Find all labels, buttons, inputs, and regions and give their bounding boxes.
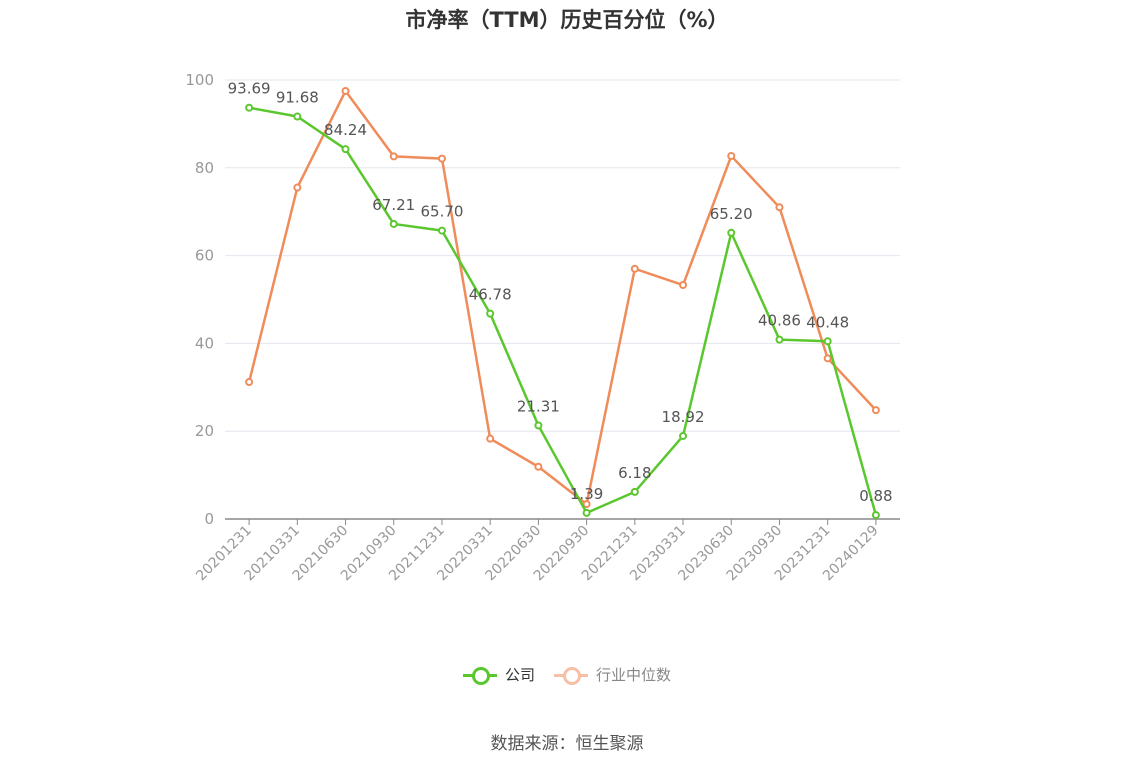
data-point-industry-median xyxy=(582,500,591,509)
series-layer xyxy=(245,86,880,520)
y-tick-label: 40 xyxy=(195,334,214,352)
data-point-company xyxy=(871,511,880,520)
data-point-industry-median xyxy=(630,264,639,273)
legend-company-marker-icon xyxy=(463,665,497,685)
data-point-company xyxy=(245,103,254,112)
y-tick-label: 100 xyxy=(185,71,214,89)
data-point-industry-median xyxy=(679,281,688,290)
data-point-industry-median xyxy=(871,406,880,415)
data-label: 40.86 xyxy=(758,312,801,330)
y-tick-label: 80 xyxy=(195,159,214,177)
data-point-industry-median xyxy=(389,152,398,161)
data-label: 1.39 xyxy=(570,485,603,503)
series-line-industry-median xyxy=(247,89,877,506)
data-label: 65.20 xyxy=(710,205,753,223)
label-layer: 93.69 91.68 84.24 67.21 65.70 46.78 21.31 1.39 6… xyxy=(228,80,893,505)
data-label: 46.78 xyxy=(469,286,512,304)
data-label: 67.21 xyxy=(372,196,415,214)
data-label: 21.31 xyxy=(517,397,560,415)
y-tick-label: 60 xyxy=(195,247,214,265)
data-point-industry-median xyxy=(775,203,784,212)
data-point-company xyxy=(389,219,398,228)
legend-item-industry-median[interactable]: 行业中位数 xyxy=(554,664,671,685)
series-line-company xyxy=(248,106,878,516)
legend-industry-median-marker-icon xyxy=(554,665,588,685)
data-point-industry-median xyxy=(293,183,302,192)
data-point-industry-median xyxy=(823,354,832,363)
data-point-company xyxy=(534,421,543,430)
data-point-industry-median xyxy=(534,462,543,471)
chart-title: 市净率（TTM）历史百分位（%） xyxy=(405,8,729,32)
data-point-company xyxy=(582,508,591,517)
data-label: 91.68 xyxy=(276,89,319,107)
data-point-company xyxy=(679,431,688,440)
legend-item-company[interactable]: 公司 xyxy=(463,664,535,685)
data-label: 6.18 xyxy=(618,464,651,482)
data-label: 84.24 xyxy=(324,121,367,139)
source-note: 数据来源：恒生聚源 xyxy=(490,734,644,754)
data-point-company xyxy=(630,487,639,496)
data-point-company xyxy=(293,112,302,121)
data-point-industry-median xyxy=(437,154,446,163)
data-point-company xyxy=(775,335,784,344)
data-label: 40.48 xyxy=(806,313,849,331)
grid-layer xyxy=(225,79,900,432)
data-point-industry-median xyxy=(245,378,254,387)
y-tick-label: 20 xyxy=(195,422,214,440)
data-point-company xyxy=(437,226,446,235)
legend-industry-median-label: 行业中位数 xyxy=(596,666,672,684)
data-label: 18.92 xyxy=(662,408,705,426)
data-point-company xyxy=(823,337,832,346)
data-point-industry-median xyxy=(341,86,350,95)
data-point-company xyxy=(727,228,736,237)
data-label: 0.88 xyxy=(859,487,892,505)
data-point-industry-median xyxy=(486,434,495,443)
legend-company-label: 公司 xyxy=(505,666,536,684)
data-point-company xyxy=(486,309,495,318)
data-point-industry-median xyxy=(727,151,736,160)
data-label: 65.70 xyxy=(420,203,463,221)
data-label: 93.69 xyxy=(228,80,271,98)
data-point-company xyxy=(341,145,350,154)
y-tick-label: 0 xyxy=(204,510,214,528)
